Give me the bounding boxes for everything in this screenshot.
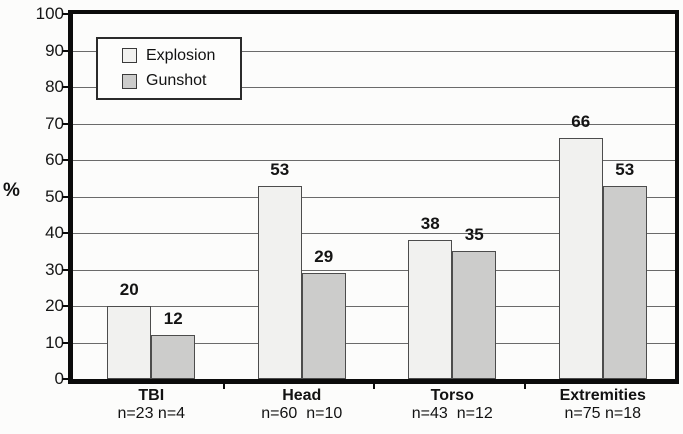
plot-area: 20 53 38 66 12 29 35 53 [68, 10, 679, 384]
y-tick-60 [62, 159, 68, 161]
y-tick-label-90: 90 [45, 40, 64, 60]
y-tick-label-30: 30 [45, 259, 64, 279]
bar-value-gunshot-head: 29 [314, 247, 334, 267]
explosion-swatch-icon [122, 48, 137, 64]
bar-value-explosion-extremities: 66 [571, 112, 591, 132]
bar-value-explosion-tbi: 20 [119, 280, 139, 299]
y-tick-10 [62, 341, 68, 344]
bar-value-gunshot-tbi: 12 [163, 309, 183, 329]
bar-gunshot-head [301, 273, 346, 379]
y-tick-100 [62, 13, 68, 15]
bar-value-gunshot-torso: 35 [464, 225, 484, 245]
y-tick-label-100: 100 [35, 4, 64, 23]
y-tick-label-20: 20 [45, 296, 64, 315]
gridline-70 [73, 123, 675, 125]
bar-explosion-head [257, 185, 302, 379]
bar-explosion-torso [408, 240, 453, 379]
legend-label-gunshot: Gunshot [146, 72, 207, 90]
y-tick-label-80: 80 [45, 77, 64, 96]
gridline-10 [73, 342, 675, 344]
category-sublabel-extremities: n=75 n=18 [564, 405, 642, 422]
y-tick-80 [62, 86, 68, 88]
legend-item-explosion: Explosion [122, 47, 240, 65]
y-axis-title: % [3, 180, 20, 201]
y-tick-30 [62, 268, 68, 271]
bar-gunshot-tbi [151, 335, 196, 379]
chart-legend: Explosion Gunshot [96, 37, 242, 100]
y-tick-label-70: 70 [45, 113, 64, 133]
x-tick-2 [373, 384, 375, 389]
category-label-extremities: Extremities [559, 387, 646, 404]
bar-gunshot-torso [452, 251, 497, 379]
category-label-torso: Torso [430, 387, 474, 404]
bar-gunshot-extremities [602, 185, 647, 379]
gridline-30 [73, 269, 675, 271]
legend-item-gunshot: Gunshot [122, 72, 240, 90]
category-sublabel-head: n=60 n=10 [261, 405, 343, 422]
bar-value-gunshot-extremities: 53 [615, 159, 635, 179]
gridline-80 [73, 87, 675, 88]
category-label-head: Head [282, 387, 322, 404]
gridline-20 [73, 306, 675, 307]
y-tick-label-40: 40 [45, 223, 64, 242]
category-sublabel-tbi: n=23 n=4 [117, 405, 186, 422]
x-tick-1 [222, 384, 225, 389]
gridline-90 [73, 50, 675, 52]
bar-explosion-tbi [107, 306, 152, 379]
y-tick-label-10: 10 [45, 332, 64, 352]
y-tick-label-60: 60 [45, 150, 64, 169]
y-tick-70 [62, 122, 68, 125]
y-tick-40 [62, 232, 68, 234]
bar-explosion-extremities [558, 138, 603, 379]
y-tick-50 [62, 195, 68, 198]
bar-value-explosion-torso: 38 [420, 214, 440, 234]
gridline-60 [73, 160, 675, 161]
bar-value-explosion-head: 53 [270, 159, 290, 179]
category-label-tbi: TBI [138, 387, 165, 404]
legend-label-explosion: Explosion [146, 46, 216, 64]
y-tick-20 [62, 305, 68, 307]
category-sublabel-torso: n=43 n=12 [411, 405, 493, 422]
gunshot-swatch-icon [122, 73, 137, 89]
plot-content: 20 53 38 66 12 29 35 53 [73, 14, 675, 379]
y-tick-90 [62, 49, 68, 52]
y-tick-label-0: 0 [54, 369, 64, 388]
gridline-50 [73, 196, 675, 198]
x-tick-3 [523, 384, 526, 389]
gridline-40 [73, 233, 675, 234]
y-tick-label-50: 50 [45, 186, 64, 206]
y-tick-0 [62, 378, 68, 380]
